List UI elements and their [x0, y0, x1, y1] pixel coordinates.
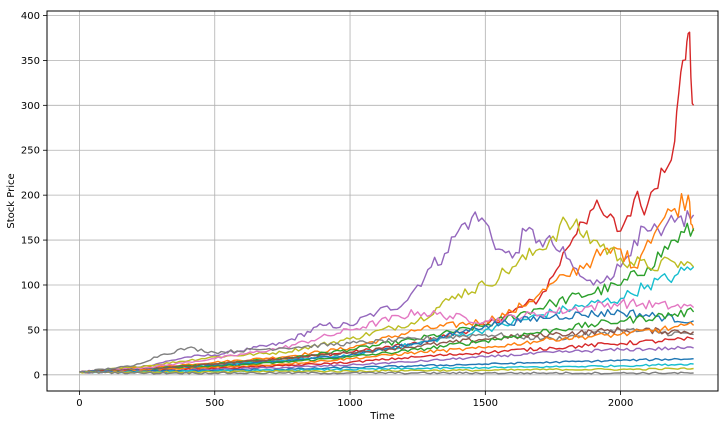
- series-line: [79, 345, 694, 374]
- y-tick-label: 250: [21, 146, 40, 157]
- gridlines: [47, 11, 718, 391]
- y-tick-label: 200: [21, 191, 40, 202]
- y-tick-label: 0: [34, 370, 40, 381]
- series-line: [79, 298, 695, 374]
- series-line: [79, 321, 695, 374]
- y-tick-label: 350: [21, 56, 40, 67]
- x-tick-label: 1500: [473, 398, 498, 409]
- plot-frame: [46, 10, 719, 392]
- series-line: [79, 307, 695, 374]
- series-line: [79, 370, 694, 375]
- y-tick-label: 100: [21, 280, 40, 291]
- y-tick-label: 50: [27, 325, 40, 336]
- y-axis-label: Stock Price: [6, 173, 17, 228]
- series-line: [79, 210, 695, 373]
- x-tick-label: 1000: [337, 398, 362, 409]
- x-tick-label: 2000: [608, 398, 633, 409]
- y-tick-label: 150: [21, 236, 40, 247]
- y-tick-label: 400: [21, 11, 40, 22]
- y-tick-label: 300: [21, 101, 40, 112]
- series-lines: [79, 31, 695, 375]
- axis-ticks: 0 500 1000 1500 2000 0 50 100 150 200 250 300 350 400: [21, 11, 633, 409]
- x-tick-label: 500: [205, 398, 224, 409]
- x-axis-label: Time: [369, 411, 394, 422]
- series-line: [79, 216, 695, 373]
- x-tick-label: 0: [76, 398, 82, 409]
- series-line: [79, 367, 694, 374]
- series-line: [79, 363, 694, 374]
- series-line: [79, 326, 695, 374]
